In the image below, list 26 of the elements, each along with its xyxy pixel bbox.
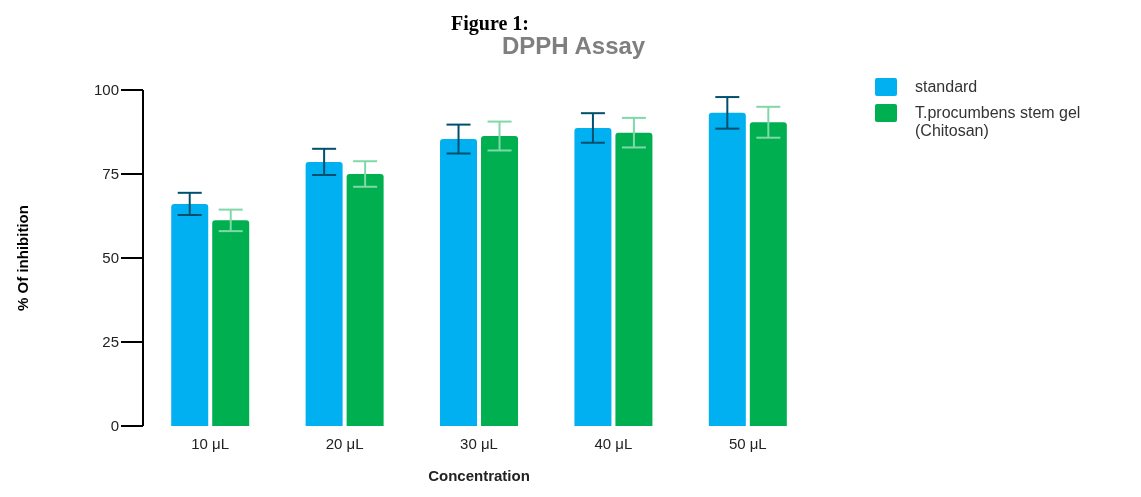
y-axis-title: % Of inhibition	[14, 205, 32, 311]
bar	[305, 161, 343, 426]
legend-label: T.procumbens stem gel (Chitosan)	[915, 104, 1082, 140]
x-tick-label: 10 μL	[191, 434, 230, 452]
y-tick-label: 25	[102, 333, 119, 351]
bar	[615, 132, 653, 426]
bar	[440, 139, 478, 426]
x-tick-label: 20 μL	[325, 434, 364, 452]
x-axis-title: Concentration	[428, 467, 530, 484]
bar	[212, 220, 250, 426]
x-tick-label: 30 μL	[460, 434, 498, 452]
chart-subtitle: DPPH Assay	[502, 32, 646, 60]
y-tick-label: 75	[102, 165, 119, 183]
bar	[346, 174, 384, 426]
y-tick-label: 50	[102, 249, 119, 267]
bar	[708, 112, 746, 426]
x-tick-label: 40 μL	[594, 434, 633, 452]
chart-title: Figure 1:	[451, 12, 529, 35]
y-tick-label: 100	[93, 81, 119, 99]
bar	[481, 136, 519, 426]
y-tick-label: 0	[110, 417, 119, 435]
bar	[749, 122, 787, 426]
x-tick-label: 50 μL	[728, 434, 767, 452]
bar	[574, 127, 612, 426]
legend-label: standard	[915, 78, 979, 96]
bar	[171, 203, 209, 426]
